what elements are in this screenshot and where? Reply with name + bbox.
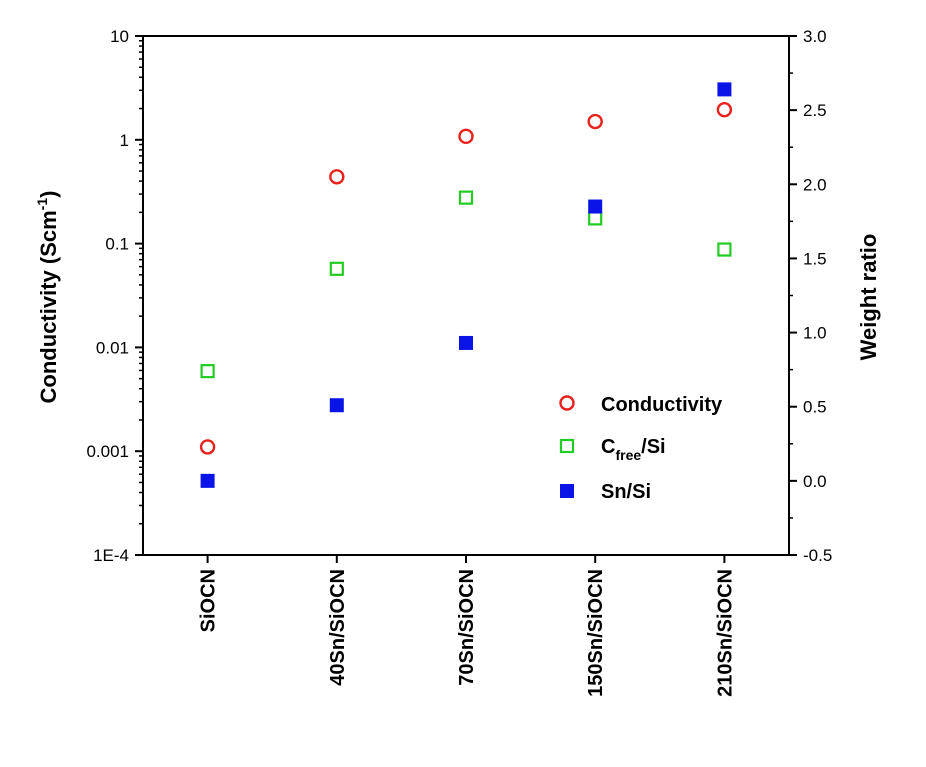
left-tick-label: 1E-4 — [93, 546, 129, 565]
x-category-label-210sn-siocn: 210Sn/SiOCN — [714, 569, 736, 697]
data-marks — [199, 82, 733, 488]
right-axis-title: Weight ratio — [856, 234, 881, 361]
legend-snsi-label: Sn/Si — [601, 481, 651, 503]
point-conductivity-210sn-siocn — [716, 101, 733, 118]
right-tick-label: 2.0 — [803, 175, 827, 194]
x-category-label-siocn: SiOCN — [198, 569, 220, 632]
point-sn-si-150sn-siocn — [588, 199, 603, 214]
legend-cfree-marker — [559, 438, 575, 454]
right-tick-label: 1.0 — [803, 324, 827, 343]
point-cfree-si-150sn-siocn — [588, 211, 603, 226]
point-cfree-si-40sn-siocn — [329, 261, 344, 276]
x-axis-ticks: SiOCN 40Sn/SiOCN 70Sn/SiOCN 150Sn/SiOCN 210S… — [198, 555, 736, 697]
point-conductivity-40sn-siocn — [329, 169, 345, 185]
left-tick-label: 0.1 — [105, 235, 129, 254]
left-tick-label: 1 — [120, 131, 129, 150]
left-axis-title: Conductivity (Scm-1) — [34, 191, 61, 404]
legend-snsi-marker — [560, 484, 574, 498]
point-conductivity-siocn — [199, 439, 216, 455]
legend-conductivity-marker — [559, 395, 575, 411]
left-tick-label: 10 — [110, 27, 129, 46]
point-sn-si-210sn-siocn — [717, 82, 732, 97]
x-category-label-40sn-siocn: 40Sn/SiOCN — [327, 569, 349, 686]
left-tick-label: 0.01 — [96, 338, 129, 357]
right-tick-label: 0.5 — [803, 398, 827, 417]
legend-conductivity-label: Conductivity — [601, 394, 723, 416]
right-axis-ticks: -0.5 0.0 0.5 1.0 1.5 2.0 2.5 3.0 — [789, 27, 832, 565]
x-category-label-70sn-siocn: 70Sn/SiOCN — [456, 569, 478, 686]
right-tick-label: 3.0 — [803, 27, 827, 46]
legend-cfree-label: Cfree/Si — [601, 436, 666, 463]
point-sn-si-siocn — [200, 473, 215, 488]
point-conductivity-70sn-siocn — [458, 128, 474, 145]
legend: Conductivity Cfree/Si Sn/Si — [559, 394, 723, 503]
right-tick-label: 0.0 — [803, 472, 827, 491]
point-sn-si-40sn-siocn — [329, 398, 344, 413]
point-cfree-si-210sn-siocn — [717, 242, 732, 257]
point-cfree-si-siocn — [200, 364, 215, 379]
point-sn-si-70sn-siocn — [459, 335, 473, 350]
right-tick-label: 2.5 — [803, 101, 827, 120]
plot-area-border — [142, 35, 790, 556]
left-axis-ticks: 1E-4 0.001 0.01 0.1 1 10 — [86, 27, 143, 565]
left-tick-label: 0.001 — [86, 442, 129, 461]
point-conductivity-150sn-siocn — [587, 113, 603, 130]
x-category-label-150sn-siocn: 150Sn/SiOCN — [585, 569, 607, 697]
point-cfree-si-70sn-siocn — [458, 190, 474, 205]
right-tick-label: 1.5 — [803, 249, 827, 268]
right-tick-label: -0.5 — [803, 546, 832, 565]
plot-frame — [142, 35, 790, 556]
